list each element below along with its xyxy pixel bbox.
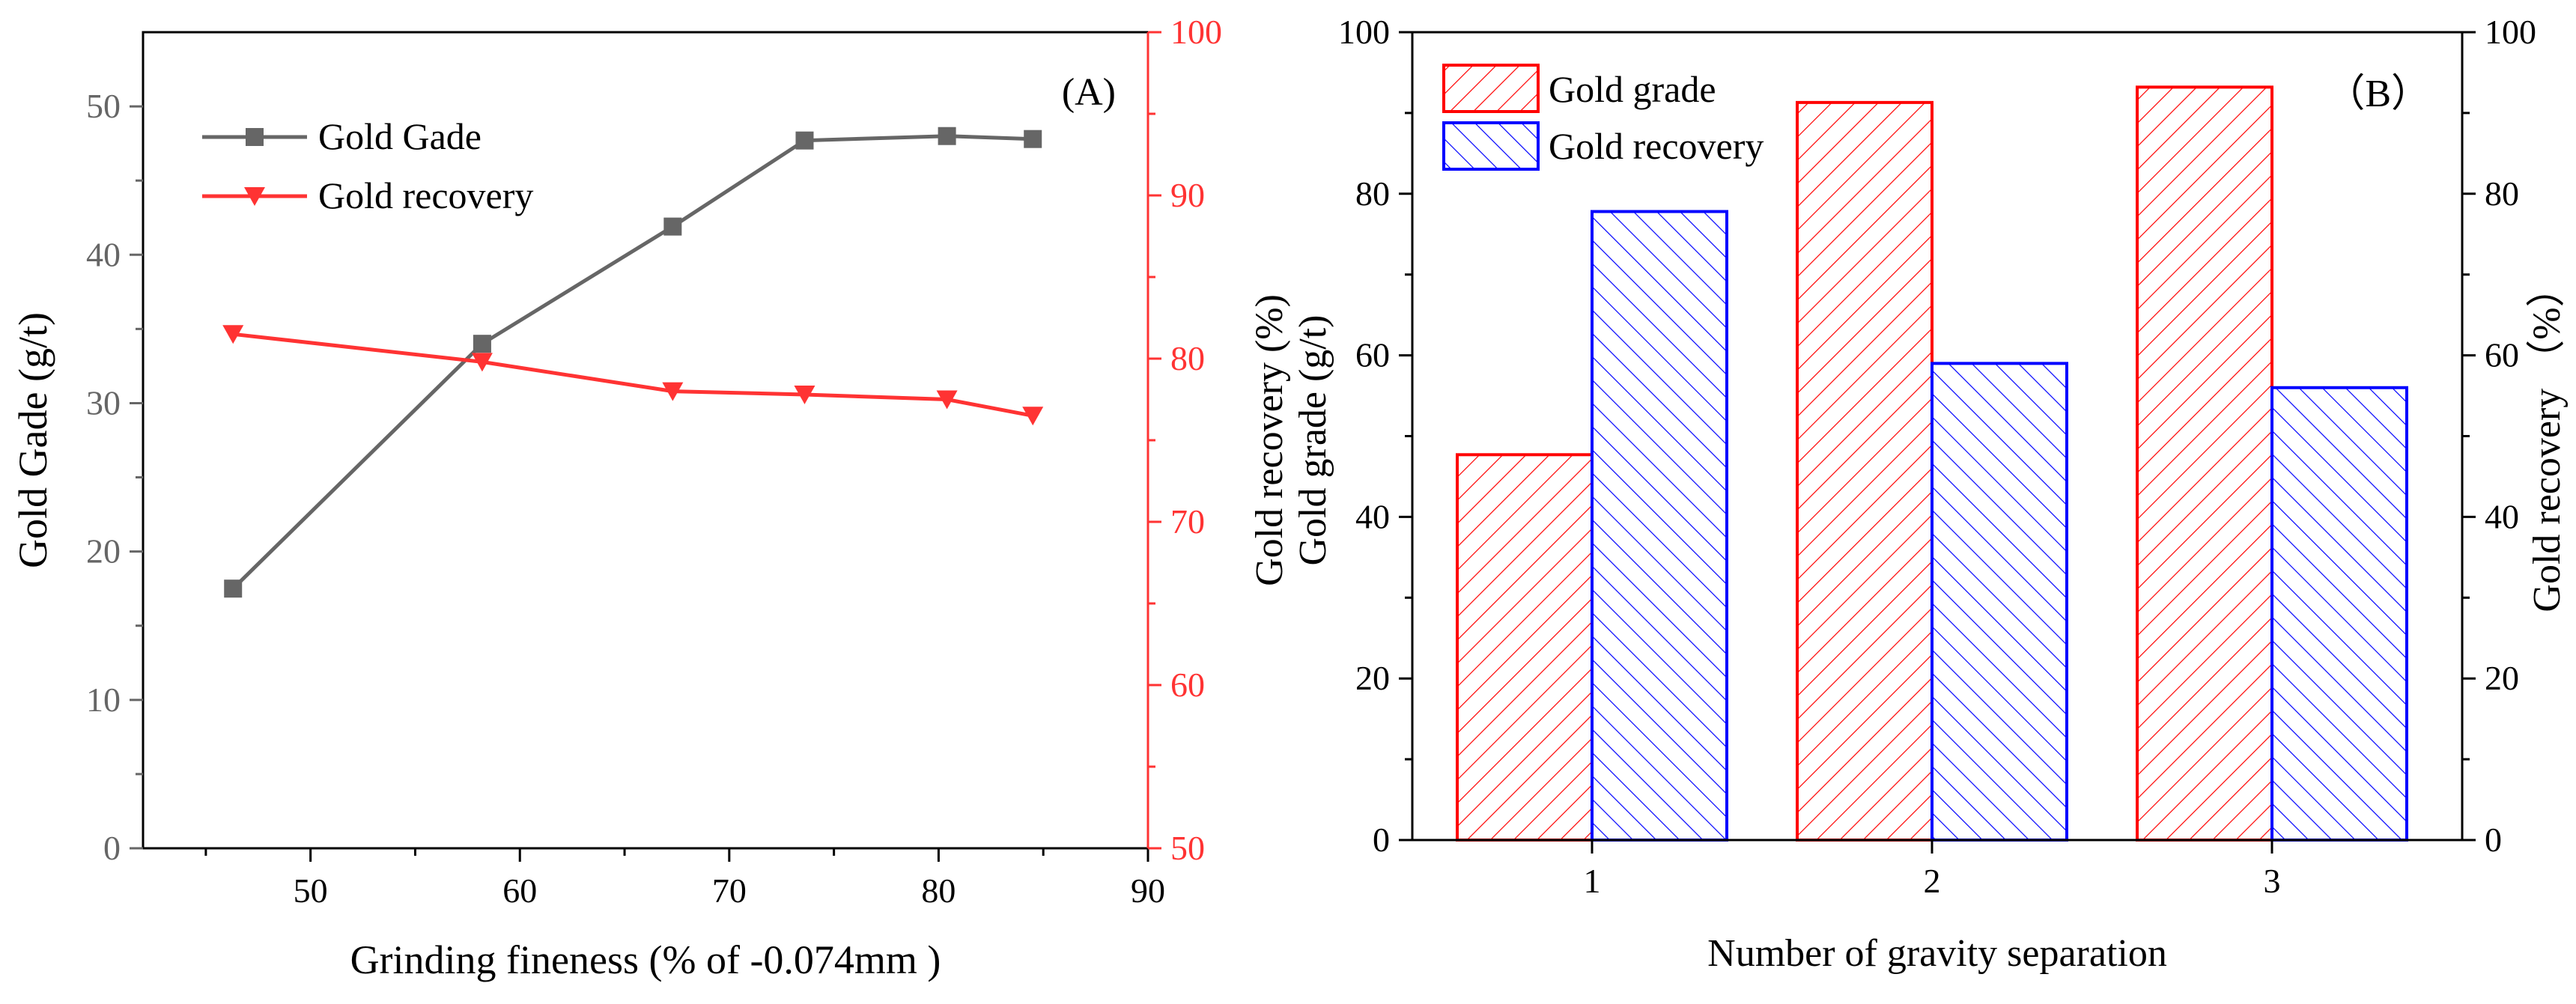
panel-a-y-left-tick-label: 0 (103, 829, 121, 867)
panel-b-marks: 1 2 3 0 0 20 20 40 40 60 60 80 80 100 100 (1338, 13, 2536, 900)
panel-a-y-left-tick-label: 10 (86, 681, 121, 719)
panel-a-y-right-tick-label: 70 (1170, 502, 1205, 541)
panel-b-y-right-tick-label: 80 (2485, 174, 2519, 213)
panel-b-x-tick-label: 2 (1924, 862, 1941, 900)
panel-a-y-left-tick-label: 30 (86, 383, 121, 422)
panel-b-y-left-tick-label: 40 (1355, 497, 1390, 535)
panel-a-x-tick-label: 90 (1131, 871, 1165, 910)
panel-b-x-tick-label: 3 (2264, 862, 2281, 900)
panel-b-y-left-tick-label: 60 (1355, 336, 1390, 374)
panel-a-marks: 50 60 70 80 90 0 10 20 30 40 50 50 60 70 80 90 100 (86, 13, 1222, 910)
panel-a-line-chart: 50 60 70 80 90 0 10 20 30 40 50 50 60 70 80 90 100 (A) G… (10, 13, 1222, 982)
panel-b-y-right-tick-label: 0 (2485, 821, 2502, 859)
panel-b-y-left-tick-label: 0 (1373, 821, 1390, 859)
panel-a-y-right-tick-label: 80 (1170, 339, 1205, 377)
panel-b-y-right-tick-label: 40 (2485, 497, 2519, 535)
bar-gold-grade (1456, 453, 1594, 842)
legend-gold-gade-label: Gold Gade (318, 115, 482, 157)
bar-gold-recovery (1931, 362, 2068, 842)
legend-gold-grade-label: Gold grade (1549, 68, 1716, 110)
gold-gade-point (224, 579, 243, 598)
gold-gade-point (795, 131, 814, 150)
panel-a-y-right-tick-label: 50 (1170, 829, 1205, 867)
panel-b-label: （B） (2326, 73, 2430, 115)
gold-recovery-point (936, 390, 958, 410)
gold-gade-point (473, 335, 491, 353)
panel-b-legend: Gold grade Gold recovery (1442, 64, 1764, 171)
legend-gold-recovery-label: Gold recovery (318, 174, 533, 216)
gold-recovery-point (794, 385, 815, 404)
panel-b-right-axis-title: Gold recovery （%） (2526, 268, 2569, 612)
panel-b-bar-chart: 1 2 3 0 0 20 20 40 40 60 60 80 80 100 100 （B） Gold gra… (1248, 13, 2569, 975)
panel-b-y-right-tick-label: 20 (2485, 659, 2519, 697)
legend-gold-gade-marker (246, 128, 264, 146)
panel-b-y-axis-title-line2: Gold grade (g/t) (1292, 314, 1334, 565)
panel-b-y-left-tick-label: 80 (1355, 174, 1390, 213)
gold-gade-point (1024, 130, 1042, 148)
gold-recovery-series-line (232, 332, 1033, 418)
panel-a-y-left-tick-label: 50 (86, 87, 121, 125)
panel-a-x-tick-label: 60 (502, 871, 537, 910)
panel-b-y-axis-title-line1: Gold recovery (%) (1248, 294, 1291, 586)
panel-a-y-right-tick-label: 60 (1170, 666, 1205, 704)
panel-a-y-left-tick-label: 20 (86, 532, 121, 571)
bar-gold-recovery (2270, 386, 2408, 842)
bar-gold-recovery (1591, 210, 1728, 842)
gold-recovery-point (222, 325, 244, 344)
panel-b-y-right-tick-label: 100 (2485, 13, 2536, 51)
gold-gade-point (938, 127, 956, 145)
panel-a-x-tick-label: 50 (294, 871, 328, 910)
gold-recovery-point (662, 382, 684, 401)
gold-gade-point (663, 217, 682, 236)
panel-b-y-left-tick-label: 100 (1338, 13, 1390, 51)
panel-a-legend: Gold Gade Gold recovery (202, 115, 533, 216)
panel-a-x-tick-label: 70 (712, 871, 747, 910)
panel-a-y-axis-title: Gold Gade (g/t) (10, 312, 55, 568)
panel-b-y-left-tick-label: 20 (1355, 659, 1390, 697)
panel-b-plot-frame (1411, 31, 2464, 842)
legend-gold-recovery-marker (244, 187, 265, 206)
gold-recovery-point (471, 353, 493, 372)
panel-b-y-right-tick-label: 60 (2485, 336, 2519, 374)
legend-gold-grade-swatch (1442, 64, 1540, 113)
legend-gold-recovery-swatch (1442, 121, 1540, 171)
panel-a-y-left-tick-label: 40 (86, 235, 121, 273)
legend-gold-recovery-bar-label: Gold recovery (1549, 125, 1764, 167)
gold-gade-series-line (231, 134, 1033, 590)
panel-a-plot-frame (142, 31, 1149, 850)
panel-a-y-right-tick-label: 100 (1170, 13, 1222, 51)
gold-recovery-point (1022, 407, 1044, 426)
panel-a-y-right-tick-label: 90 (1170, 176, 1205, 214)
bar-gold-grade (2136, 85, 2273, 842)
panel-b-x-tick-label: 1 (1584, 862, 1601, 900)
panel-a-x-tick-label: 80 (921, 871, 956, 910)
bar-gold-grade (1796, 100, 1933, 842)
panel-b-x-axis-title: Number of gravity separation (1707, 932, 2167, 975)
panel-a-label: (A) (1062, 71, 1116, 114)
panel-a-x-axis-title: Grinding fineness (% of -0.074mm ) (350, 937, 941, 982)
